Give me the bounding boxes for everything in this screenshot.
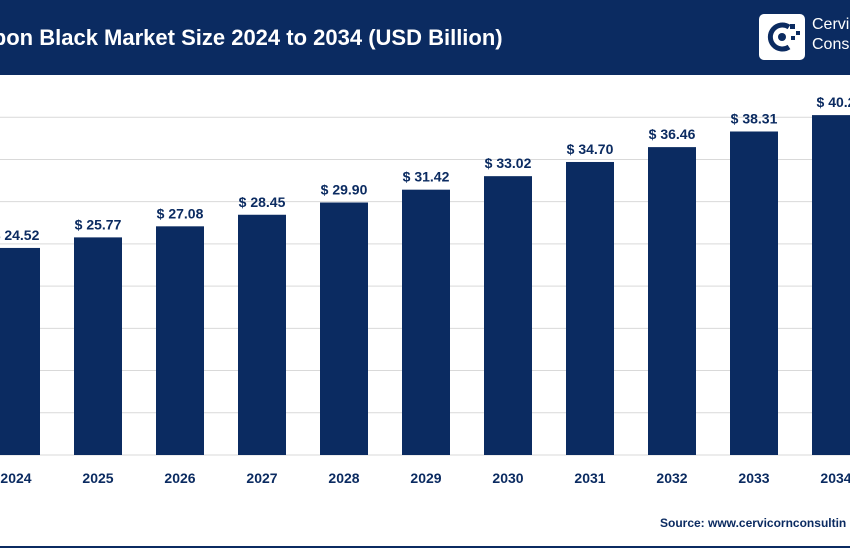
data-label: $ 27.08 bbox=[157, 205, 204, 221]
bar bbox=[74, 237, 122, 455]
x-tick-label: 2026 bbox=[164, 470, 195, 486]
x-tick-label: 2032 bbox=[656, 470, 687, 486]
bar bbox=[812, 115, 850, 455]
bar bbox=[0, 247, 40, 455]
logo-text-line1: Cervi bbox=[812, 16, 850, 33]
bar bbox=[648, 147, 696, 456]
logo-text-line2: Cons bbox=[812, 36, 850, 53]
bar bbox=[238, 214, 286, 455]
data-label: $ 29.90 bbox=[321, 182, 368, 198]
x-tick-label: 2033 bbox=[738, 470, 769, 486]
data-label: $ 40.2 bbox=[817, 94, 850, 110]
x-tick-label: 2024 bbox=[0, 470, 31, 486]
bar-chart: $ 24.52 2024 $ 25.77 2025 $ 27.08 2026 $ 28.45… bbox=[0, 94, 850, 486]
x-tick-label: 2028 bbox=[328, 470, 359, 486]
cervicorn-logo-icon bbox=[767, 22, 800, 52]
logo bbox=[759, 14, 805, 60]
data-label: $ 33.02 bbox=[485, 155, 532, 171]
chart-title: arbon Black Market Size 2024 to 2034 (US… bbox=[0, 25, 503, 50]
data-label: $ 34.70 bbox=[567, 141, 614, 157]
data-label: $ 38.31 bbox=[731, 110, 778, 126]
bar bbox=[566, 161, 614, 455]
data-label: $ 31.42 bbox=[403, 169, 450, 185]
source-note: Source: www.cervicornconsultin bbox=[660, 516, 847, 530]
data-label: $ 25.77 bbox=[75, 216, 122, 232]
bar bbox=[320, 202, 368, 455]
x-tick-label: 2027 bbox=[246, 470, 277, 486]
bar bbox=[402, 189, 450, 456]
bar bbox=[730, 131, 778, 455]
x-tick-label: 2029 bbox=[410, 470, 441, 486]
bar bbox=[484, 176, 532, 456]
data-label: $ 24.52 bbox=[0, 227, 40, 243]
chart-header bbox=[0, 0, 850, 75]
data-label: $ 28.45 bbox=[239, 194, 286, 210]
x-tick-label: 2031 bbox=[574, 470, 605, 486]
bottom-rule bbox=[0, 546, 850, 548]
x-tick-label: 2034 bbox=[820, 470, 850, 486]
x-tick-label: 2025 bbox=[82, 470, 113, 486]
data-label: $ 36.46 bbox=[649, 126, 696, 142]
x-tick-label: 2030 bbox=[492, 470, 523, 486]
bar bbox=[156, 226, 204, 455]
